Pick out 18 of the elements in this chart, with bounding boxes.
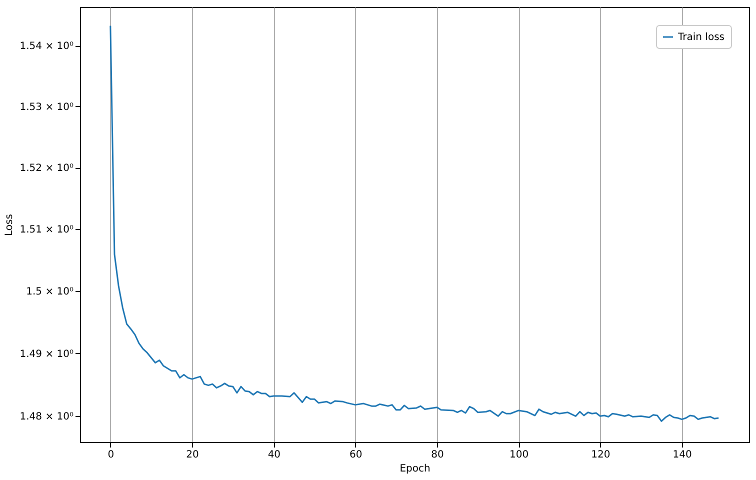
- x-tick-label: 20: [186, 450, 199, 460]
- y-tick-label: 1.52 × 10⁰: [20, 163, 74, 174]
- x-tick-label: 40: [268, 450, 281, 460]
- x-tick-label: 80: [431, 450, 444, 460]
- y-tick-label: 1.5 × 10⁰: [26, 286, 74, 298]
- y-tick-label: 1.54 × 10⁰: [20, 41, 74, 52]
- y-tick-label: 1.53 × 10⁰: [20, 102, 74, 113]
- x-tick-label: 60: [349, 450, 362, 460]
- y-tick-label: 1.49 × 10⁰: [20, 348, 74, 360]
- x-tick-label: 0: [108, 450, 114, 460]
- y-axis-title: Loss: [4, 214, 15, 236]
- x-tick-label: 120: [591, 450, 610, 460]
- y-tick-label: 1.48 × 10⁰: [20, 412, 74, 423]
- legend-label: Train loss: [677, 32, 724, 43]
- y-tick-label: 1.51 × 10⁰: [20, 224, 74, 236]
- x-axis-title: Epoch: [400, 464, 430, 474]
- x-tick-label: 140: [672, 450, 692, 460]
- x-tick-label: 100: [510, 450, 529, 460]
